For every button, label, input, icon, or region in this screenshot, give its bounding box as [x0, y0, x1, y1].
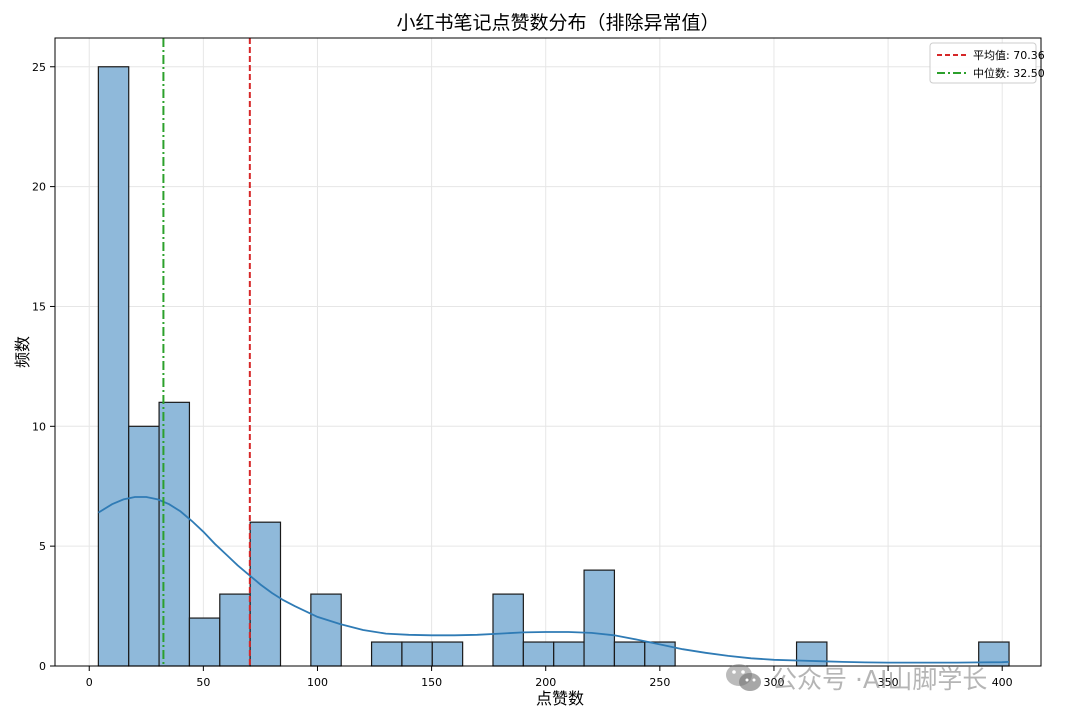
- histogram-bar: [644, 641, 676, 667]
- histogram-bar: [613, 641, 646, 667]
- y-tick-label: 15: [32, 300, 46, 313]
- y-axis-label: 频数: [13, 336, 32, 368]
- y-tick-label: 0: [39, 660, 46, 673]
- histogram-bar: [310, 593, 342, 667]
- histogram-bar: [219, 593, 251, 667]
- kde-curve: [97, 496, 1010, 664]
- chart-title: 小红书笔记点赞数分布（排除异常值）: [396, 12, 719, 34]
- x-tick-label: 0: [86, 676, 93, 689]
- legend-label: 平均值: 70.36: [973, 49, 1045, 62]
- grid: [55, 38, 1041, 667]
- histogram-bar: [553, 641, 585, 667]
- x-tick-label: 250: [649, 676, 670, 689]
- histogram-bar: [492, 593, 524, 667]
- x-tick-label: 50: [196, 676, 210, 689]
- histogram-bar: [370, 641, 403, 667]
- histogram-bar: [431, 641, 464, 667]
- x-tick-label: 200: [535, 676, 556, 689]
- histogram-bar: [522, 641, 555, 667]
- reference-lines: [162, 38, 251, 666]
- histogram-bar: [401, 641, 433, 667]
- bars: [97, 66, 1010, 667]
- x-tick-label: 400: [992, 676, 1013, 689]
- legend: 平均值: 70.36 中位数: 32.50: [929, 42, 1045, 84]
- histogram-bar: [583, 569, 616, 667]
- histogram-bar: [128, 425, 160, 667]
- histogram-bar: [249, 521, 282, 667]
- watermark-text: 公众号 ·AI山脚学长: [772, 665, 988, 694]
- y-tick-label: 25: [32, 61, 46, 74]
- x-ticks: 0 50 100 150 200 250 300 350 400: [86, 666, 1013, 689]
- histogram-bar: [188, 617, 221, 667]
- y-tick-label: 10: [32, 420, 46, 433]
- x-tick-label: 350: [878, 676, 899, 689]
- plot-frame: [54, 37, 1042, 667]
- x-axis-label: 点赞数: [536, 689, 584, 708]
- histogram-bar: [97, 66, 130, 667]
- watermark: 公众号 ·AI山脚学长: [724, 658, 987, 698]
- x-tick-label: 150: [421, 676, 442, 689]
- wechat-icon: [726, 664, 761, 691]
- y-tick-label: 5: [39, 540, 46, 553]
- x-tick-label: 300: [763, 676, 784, 689]
- x-tick-label: 100: [307, 676, 328, 689]
- y-ticks: 0 5 10 15 20 25: [32, 61, 55, 673]
- y-tick-label: 20: [32, 181, 46, 194]
- legend-label: 中位数: 32.50: [973, 66, 1045, 80]
